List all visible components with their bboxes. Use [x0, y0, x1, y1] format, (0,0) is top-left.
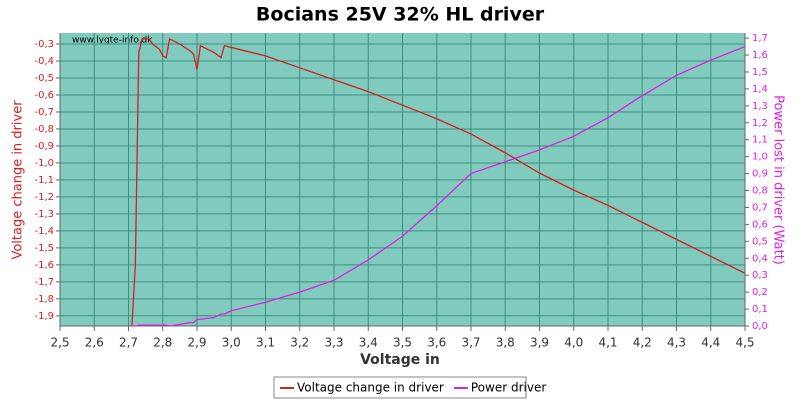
- y2-tick-label: 0,3: [752, 270, 768, 281]
- y2-tick-label: 0,2: [752, 287, 768, 298]
- y-tick-label: -0,7: [34, 107, 54, 118]
- legend-label: Voltage change in driver: [297, 381, 444, 395]
- y2-tick-label: 1,0: [752, 152, 768, 163]
- y-tick-label: -1,0: [34, 158, 54, 169]
- y-tick-label: -1,4: [34, 226, 54, 237]
- y2-tick-label: 0,6: [752, 219, 768, 230]
- x-tick-label: 2,5: [50, 336, 69, 350]
- x-tick-label: 3,5: [393, 336, 412, 350]
- x-tick-label: 3,0: [222, 336, 241, 350]
- chart-title: Bocians 25V 32% HL driver: [256, 4, 545, 26]
- x-tick-label: 3,2: [290, 336, 309, 350]
- x-tick-label: 4,1: [598, 336, 617, 350]
- x-tick-label: 2,9: [187, 336, 206, 350]
- y2-tick-label: 0,7: [752, 202, 768, 213]
- y-tick-label: -0,6: [34, 90, 54, 101]
- x-tick-label: 4,4: [701, 336, 720, 350]
- y-tick-label: -0,9: [34, 141, 54, 152]
- y2-tick-label: 1,1: [752, 135, 768, 146]
- watermark: www.lygte-info.dk: [72, 36, 153, 46]
- y2-tick-label: 0,4: [752, 253, 768, 264]
- y-tick-label: -1,6: [34, 260, 54, 271]
- y2-tick-label: 1,4: [752, 84, 768, 95]
- y-tick-label: -1,1: [34, 175, 54, 186]
- y-tick-label: -1,9: [34, 311, 54, 322]
- x-tick-label: 4,5: [735, 336, 754, 350]
- legend-label: Power driver: [471, 381, 546, 395]
- x-tick-label: 3,6: [427, 336, 446, 350]
- x-tick-label: 2,8: [153, 336, 172, 350]
- y2-tick-label: 0,5: [752, 236, 768, 247]
- x-tick-label: 2,6: [85, 336, 104, 350]
- x-tick-label: 4,0: [564, 336, 583, 350]
- y-tick-label: -1,7: [34, 277, 54, 288]
- y-tick-label: -1,2: [34, 192, 54, 203]
- y-tick-label: -0,3: [34, 39, 54, 50]
- data-line: [131, 45, 746, 327]
- y2-axis-label: Power lost in driver (Watt): [771, 95, 786, 265]
- y2-tick-label: 1,5: [752, 67, 768, 78]
- legend-box: [273, 376, 527, 399]
- y2-tick-label: 0,0: [752, 321, 768, 332]
- y2-tick-label: 0,8: [752, 186, 768, 197]
- y-tick-label: -0,5: [34, 73, 54, 84]
- x-axis-label: Voltage in: [360, 352, 440, 368]
- x-tick-label: 3,4: [359, 336, 378, 350]
- x-tick-label: 3,8: [496, 336, 515, 350]
- x-tick-label: 4,2: [633, 336, 652, 350]
- y2-tick-label: 1,3: [752, 101, 768, 112]
- y-axis-label: Voltage change in driver: [11, 100, 26, 260]
- x-tick-label: 3,7: [461, 336, 480, 350]
- y2-tick-label: 0,9: [752, 169, 768, 180]
- x-tick-label: 3,1: [256, 336, 275, 350]
- data-line: [131, 37, 746, 327]
- y2-tick-label: 1,6: [752, 50, 768, 61]
- y-tick-label: -0,4: [34, 56, 54, 67]
- y-tick-label: -1,3: [34, 209, 54, 220]
- y2-tick-label: 1,7: [752, 33, 768, 44]
- y-tick-label: -0,8: [34, 124, 54, 135]
- y-tick-label: -1,8: [34, 294, 54, 305]
- x-tick-label: 4,3: [667, 336, 686, 350]
- y-tick-label: -1,5: [34, 243, 54, 254]
- y2-tick-label: 1,2: [752, 118, 768, 129]
- x-tick-label: 3,9: [530, 336, 549, 350]
- x-tick-label: 2,7: [119, 336, 138, 350]
- x-tick-label: 3,3: [324, 336, 343, 350]
- y2-tick-label: 0,1: [752, 304, 768, 315]
